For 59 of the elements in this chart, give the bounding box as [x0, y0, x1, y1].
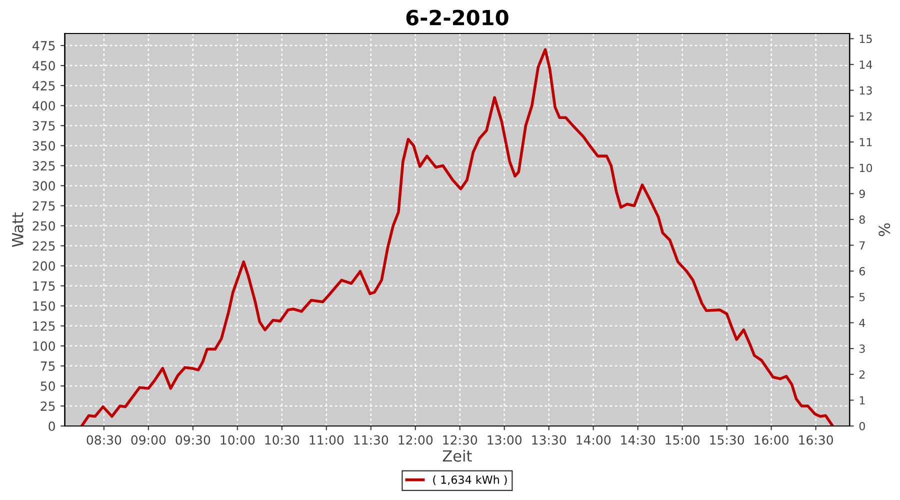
x-tick-label: 13:30 [532, 435, 566, 445]
x-tick-label: 08:30 [86, 435, 122, 445]
y-tick-label: 100 [33, 341, 55, 351]
x-tick-label: 09:00 [131, 435, 166, 445]
line-series [80, 48, 834, 426]
x-tick-label: 11:00 [310, 435, 344, 445]
x-tick-label: 14:30 [621, 435, 656, 445]
x-tick-label: 15:30 [710, 435, 744, 445]
y-tick-label: 300 [32, 181, 55, 191]
y-tick-label: 375 [32, 121, 55, 131]
y2-tick-label: 5 [859, 293, 865, 302]
y2-tick-label: 8 [859, 215, 865, 224]
x-tick-label: 12:30 [443, 435, 478, 445]
legend-label: ( 1,634 kWh ) [433, 475, 507, 486]
y2-tick-label: 10 [860, 164, 872, 172]
y-tick-label: 50 [40, 381, 55, 391]
y-tick-label: 225 [32, 241, 55, 251]
y2-tick-label: 9 [859, 190, 865, 198]
y2-tick-label: 15 [860, 34, 872, 44]
y2-tick-label: 6 [859, 267, 865, 276]
x-tick-label: 16:00 [754, 435, 788, 445]
y-tick-label: 125 [33, 321, 55, 331]
y2-tick-label: 13 [860, 86, 872, 95]
y2-tick-label: 2 [859, 370, 865, 379]
y2-tick-label: 3 [859, 344, 865, 353]
y-tick-label: 0 [48, 421, 55, 431]
x-tick-label: 10:00 [220, 435, 255, 445]
y2-tick-label: 1 [860, 396, 865, 404]
y-tick-label: 25 [40, 401, 55, 411]
chart-title: 6-2-2010 [406, 10, 508, 26]
y-tick-label: 325 [32, 161, 55, 171]
x-tick-label: 09:30 [176, 435, 210, 445]
y-tick-label: 450 [32, 61, 55, 70]
y-tick-label: 425 [32, 81, 55, 90]
y2-tick-label: 14 [860, 60, 872, 69]
y2-tick-label: 0 [859, 422, 865, 430]
x-tick-label: 15:00 [666, 435, 700, 445]
y2-tick-label: 4 [859, 318, 866, 327]
x-tick-label: 10:30 [265, 435, 300, 445]
y-tick-label: 475 [32, 41, 55, 50]
y2-tick-label: 11 [860, 138, 872, 146]
y2-tick-label: 12 [860, 112, 872, 120]
y-tick-label: 400 [32, 101, 55, 111]
x-tick-label: 14:00 [576, 435, 611, 445]
y-tick-label: 175 [33, 281, 55, 291]
x-tick-label: 11:30 [354, 435, 388, 445]
y-tick-label: 250 [32, 221, 55, 231]
y-tick-label: 200 [32, 261, 55, 271]
x-tick-label: 12:00 [398, 435, 433, 445]
y2-axis-title: % [878, 223, 890, 236]
y-tick-label: 150 [33, 301, 55, 311]
x-tick-label: 16:30 [799, 435, 833, 445]
y-axis-title: Watt [12, 212, 24, 247]
y-tick-label: 350 [32, 141, 55, 151]
x-axis-title: Zeit [442, 450, 472, 462]
y2-tick-label: 7 [860, 241, 865, 250]
y-tick-label: 75 [40, 362, 55, 371]
x-tick-label: 13:00 [488, 435, 522, 445]
y-tick-label: 275 [32, 201, 55, 211]
